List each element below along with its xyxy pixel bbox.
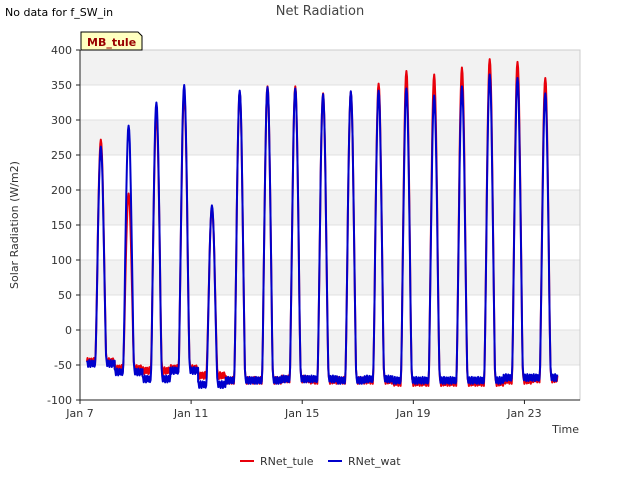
grid-band	[80, 225, 580, 260]
grid-band	[80, 120, 580, 155]
y-tick-label: 100	[51, 254, 72, 267]
grid-band	[80, 85, 580, 120]
y-tick-label: 350	[51, 79, 72, 92]
x-axis-label: Time	[551, 423, 579, 436]
y-tick-label: 250	[51, 149, 72, 162]
grid-band	[80, 190, 580, 225]
y-tick-label: 300	[51, 114, 72, 127]
site-badge-label: MB_tule	[87, 36, 136, 49]
grid-band	[80, 330, 580, 365]
grid-band	[80, 50, 580, 85]
series-line-RNet_wat	[85, 73, 559, 389]
y-tick-label: 400	[51, 44, 72, 57]
x-tick-label: Jan 15	[284, 407, 319, 420]
y-tick-label: -100	[47, 394, 72, 407]
x-tick-label: Jan 19	[395, 407, 430, 420]
y-tick-label: 50	[58, 289, 72, 302]
chart-title: Net Radiation	[276, 4, 364, 19]
y-tick-label: 150	[51, 219, 72, 232]
y-tick-label: 200	[51, 184, 72, 197]
site-badge-box	[80, 31, 143, 51]
no-data-notice: No data for f_SW_in	[5, 6, 114, 19]
legend-label: RNet_wat	[348, 455, 401, 468]
x-tick-label: Jan 7	[65, 407, 93, 420]
x-tick-label: Jan 23	[506, 407, 541, 420]
grid-band	[80, 295, 580, 330]
y-axis-label: Solar Radiation (W/m2)	[8, 161, 21, 289]
y-tick-label: -50	[54, 359, 72, 372]
grid-band	[80, 260, 580, 295]
legend-label: RNet_tule	[260, 455, 314, 468]
grid-band	[80, 155, 580, 190]
x-tick-label: Jan 11	[173, 407, 208, 420]
y-tick-label: 0	[65, 324, 72, 337]
